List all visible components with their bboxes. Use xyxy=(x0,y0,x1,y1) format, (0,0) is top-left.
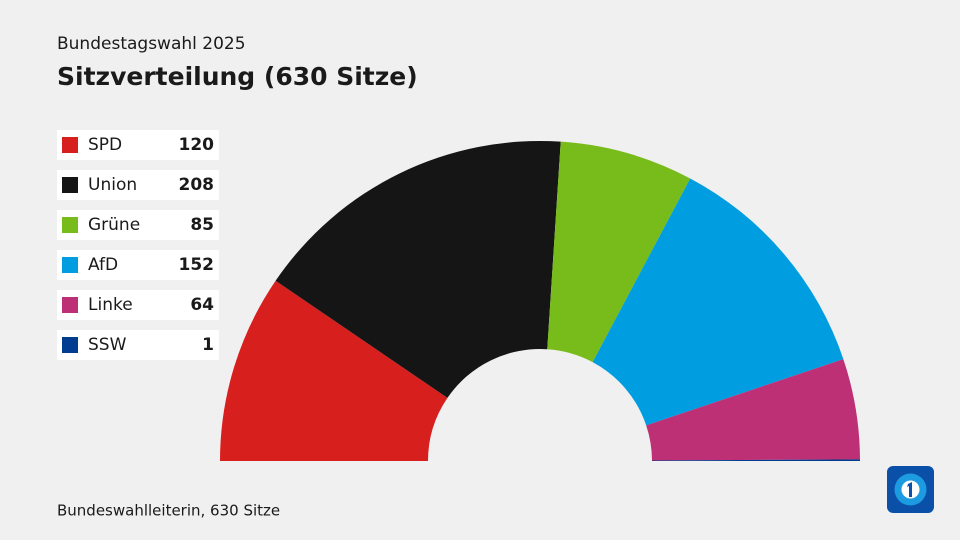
legend-row xyxy=(57,130,219,160)
legend-value: 85 xyxy=(190,215,214,235)
logo-one xyxy=(907,482,912,497)
legend-swatch xyxy=(62,297,78,313)
legend-swatch xyxy=(62,177,78,193)
legend-swatch xyxy=(62,137,78,153)
legend-row xyxy=(57,250,219,280)
chart-subtitle: Bundestagswahl 2025 xyxy=(57,34,246,54)
legend-value: 208 xyxy=(179,175,215,195)
chart-source: Bundeswahlleiterin, 630 Sitze xyxy=(57,502,280,520)
legend-label: SSW xyxy=(88,335,127,355)
seat-segment xyxy=(547,141,691,363)
legend-swatch xyxy=(62,257,78,273)
legend-row xyxy=(57,290,219,320)
legend-label: AfD xyxy=(88,255,118,275)
seat-segment xyxy=(646,359,860,461)
legend-label: Grüne xyxy=(88,215,140,235)
legend-row xyxy=(57,170,219,200)
legend-value: 1 xyxy=(202,335,214,355)
seat-segment xyxy=(592,178,844,426)
legend-value: 152 xyxy=(179,255,215,275)
logo xyxy=(887,466,934,513)
legend-label: Linke xyxy=(88,295,133,315)
legend-row xyxy=(57,210,219,240)
seat-segment xyxy=(651,459,860,461)
legend-swatch xyxy=(62,217,78,233)
legend-label: SPD xyxy=(88,135,122,155)
seat-segment xyxy=(275,140,561,398)
legend-row xyxy=(57,330,219,360)
chart-title: Sitzverteilung (630 Sitze) xyxy=(57,62,418,91)
legend-value: 120 xyxy=(179,135,215,155)
legend-label: Union xyxy=(88,175,137,195)
seat-segment xyxy=(220,280,448,461)
legend-swatch xyxy=(62,337,78,353)
legend-value: 64 xyxy=(190,295,214,315)
